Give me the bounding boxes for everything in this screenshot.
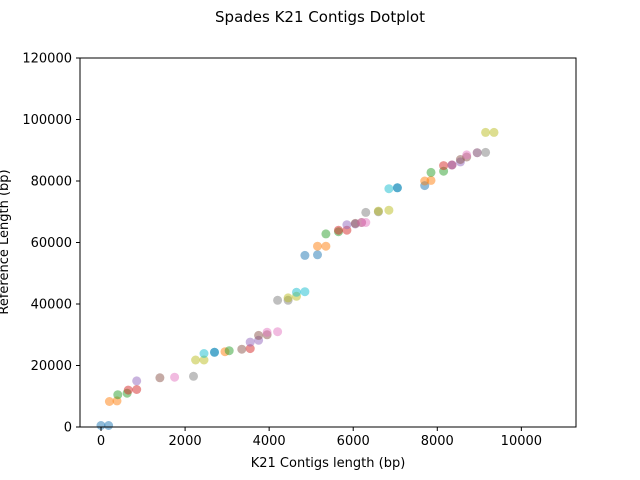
plot-frame [79, 57, 577, 428]
data-point [300, 287, 310, 297]
y-tick-label: 20000 [31, 359, 72, 374]
data-point [447, 160, 457, 170]
data-point [489, 127, 499, 137]
data-point [262, 327, 272, 337]
data-point [321, 229, 331, 239]
data-point [245, 344, 255, 354]
data-point [104, 397, 114, 406]
x-tick-label: 0 [97, 434, 105, 449]
data-point [313, 250, 322, 260]
data-point [191, 355, 201, 365]
data-point [342, 220, 352, 230]
data-point [199, 355, 209, 365]
data-point [392, 183, 402, 193]
data-point [273, 295, 283, 305]
x-tick-label: 4000 [253, 434, 286, 449]
data-point [472, 148, 482, 158]
data-point [104, 421, 114, 430]
y-tick-label: 120000 [22, 52, 72, 67]
data-point [462, 150, 472, 160]
data-point [481, 127, 491, 137]
data-point [155, 373, 165, 383]
data-point [113, 390, 123, 400]
x-tick-label: 10000 [501, 434, 542, 449]
data-point [273, 327, 283, 337]
data-point [254, 330, 264, 340]
points-layer [96, 127, 499, 430]
x-tick-label: 2000 [169, 434, 202, 449]
data-point [334, 225, 343, 235]
data-point [321, 241, 331, 251]
data-point [384, 205, 394, 215]
data-point [426, 167, 436, 177]
x-tick-label: 8000 [421, 434, 454, 449]
data-point [132, 385, 142, 394]
x-tick-label: 6000 [337, 434, 370, 449]
data-point [361, 207, 371, 217]
x-axis-ticks: 0 2000 4000 6000 8000 10000 [97, 427, 542, 449]
y-tick-label: 60000 [31, 236, 72, 251]
data-point [292, 287, 301, 297]
y-axis-ticks: 0 20000 40000 60000 80000 100000 120000 [22, 52, 80, 436]
data-point [123, 385, 133, 395]
data-point [199, 349, 209, 358]
data-point [426, 175, 436, 185]
data-point [96, 421, 106, 430]
data-point [283, 293, 293, 303]
data-point [224, 346, 234, 356]
y-tick-label: 40000 [31, 298, 72, 313]
data-point [245, 337, 255, 347]
chart-title: Spades K21 Contigs Dotplot [215, 8, 425, 26]
y-axis-label: Reference Length (bp) [0, 169, 12, 314]
data-point [210, 347, 219, 357]
data-point [361, 218, 371, 227]
data-point [384, 184, 394, 194]
y-tick-label: 100000 [22, 113, 72, 128]
data-point [300, 250, 310, 260]
data-point [439, 161, 449, 171]
data-point [170, 372, 180, 382]
data-point [373, 206, 383, 216]
data-point [237, 344, 247, 354]
y-tick-label: 80000 [31, 175, 72, 190]
data-point [132, 376, 142, 386]
y-tick-label: 0 [64, 421, 72, 436]
data-point [189, 371, 198, 381]
x-axis-label: K21 Contigs length (bp) [251, 456, 406, 471]
data-point [481, 147, 491, 157]
data-point [313, 241, 322, 251]
